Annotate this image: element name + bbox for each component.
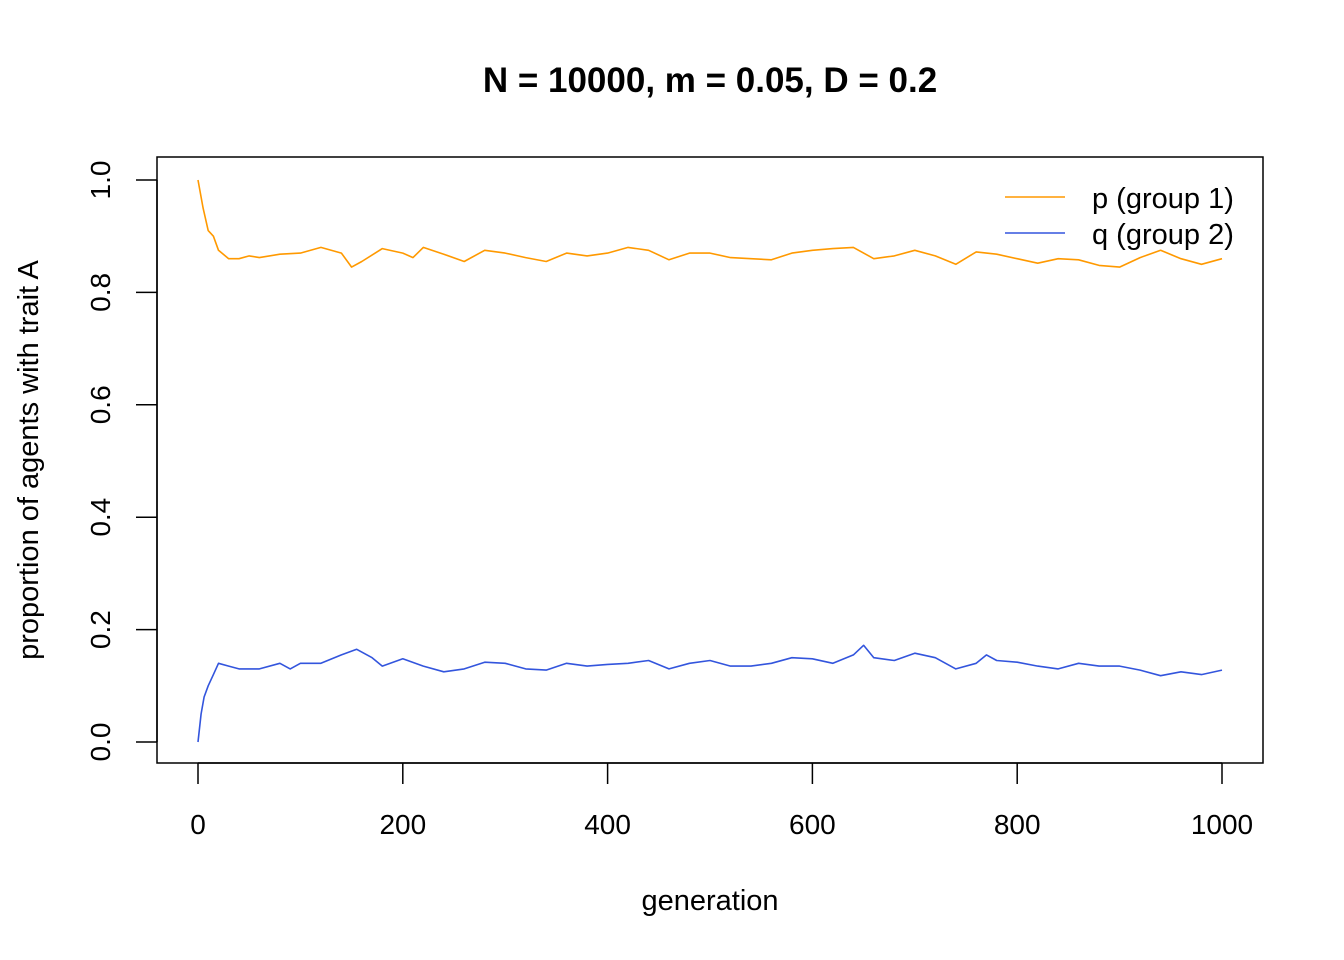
x-tick-label: 600 bbox=[789, 809, 836, 840]
y-tick-label: 0.0 bbox=[85, 723, 116, 762]
y-tick-label: 0.4 bbox=[85, 498, 116, 537]
x-tick-label: 400 bbox=[584, 809, 631, 840]
x-axis-label: generation bbox=[641, 885, 778, 917]
x-tick-label: 200 bbox=[379, 809, 426, 840]
y-tick-label: 0.8 bbox=[85, 273, 116, 312]
y-tick-label: 0.6 bbox=[85, 385, 116, 424]
y-axis-label: proportion of agents with trait A bbox=[13, 259, 45, 659]
x-tick-label: 800 bbox=[994, 809, 1041, 840]
x-tick-label: 0 bbox=[190, 809, 206, 840]
x-axis: 0 200 400 600 800 1000 bbox=[190, 762, 1253, 840]
y-axis: 0.0 0.2 0.4 0.6 0.8 1.0 bbox=[85, 161, 158, 762]
legend: p (group 1) q (group 2) bbox=[1005, 183, 1234, 251]
legend-label-p: p (group 1) bbox=[1092, 183, 1234, 215]
series-line-q bbox=[197, 644, 1223, 743]
series-line-p bbox=[197, 179, 1223, 268]
chart-title: N = 10000, m = 0.05, D = 0.2 bbox=[483, 61, 937, 100]
x-tick-label: 1000 bbox=[1191, 809, 1253, 840]
y-tick-label: 1.0 bbox=[85, 161, 116, 200]
y-tick-label: 0.2 bbox=[85, 610, 116, 649]
series-group bbox=[197, 179, 1223, 743]
legend-label-q: q (group 2) bbox=[1092, 219, 1234, 251]
